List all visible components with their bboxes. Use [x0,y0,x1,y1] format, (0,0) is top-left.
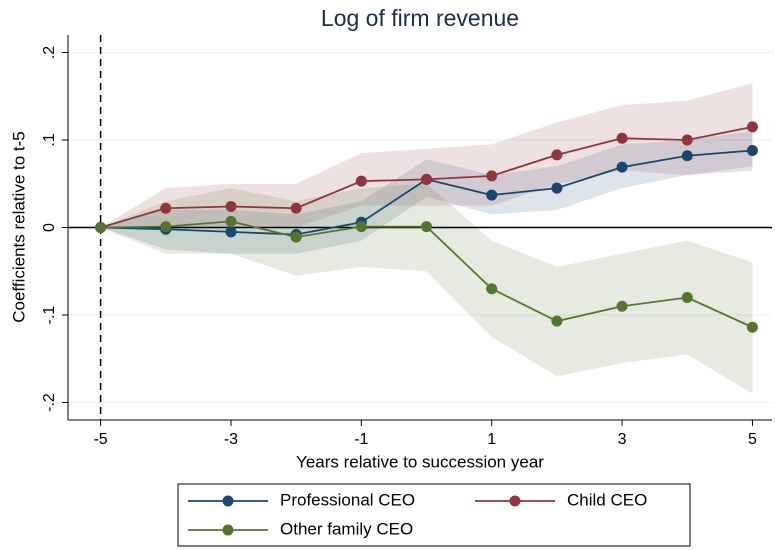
confidence-band [100,131,753,254]
point [421,221,433,233]
point [486,283,498,295]
point [355,221,367,233]
point [486,170,498,182]
x-tick-label: 3 [618,431,627,448]
point [616,300,628,312]
point [681,292,693,303]
x-tick-label: -5 [93,431,107,448]
x-axis-label: Years relative to succession year [296,452,544,471]
y-tick-label: -.2 [41,393,58,412]
point [681,150,693,162]
point [551,149,563,161]
legend-marker [509,495,521,507]
point [225,201,237,212]
x-tick-label: 5 [748,431,757,448]
point [551,315,563,327]
point [160,202,172,214]
point [551,182,563,194]
y-axis-label: Coefficients relative to t-5 [9,131,28,323]
legend-box [177,483,691,547]
point [290,202,302,214]
point [290,231,302,243]
chart-title: Log of firm revenue [321,5,519,31]
legend-marker [222,524,234,536]
legend-label: Professional CEO [280,490,415,509]
x-tick-label: -1 [354,431,368,448]
point [95,222,107,233]
point [616,161,628,173]
point [355,175,367,187]
y-tick-label: .2 [41,46,58,59]
point [225,226,237,238]
point [746,145,758,156]
confidence-band [100,83,753,228]
x-tick-label: -3 [224,431,238,448]
point [746,121,758,133]
point [486,189,498,201]
legend-marker [222,495,234,507]
y-tick-label: 0 [41,223,58,232]
point [681,134,693,146]
legend-label: Other family CEO [280,519,413,538]
legend-label: Child CEO [567,490,647,509]
y-tick-label: .1 [41,133,58,146]
point [746,321,758,333]
point [160,221,172,233]
point [225,215,237,227]
point [616,132,628,144]
y-tick-label: -.1 [41,306,58,325]
x-tick-label: 1 [487,431,496,448]
confidence-band [100,183,753,394]
point [421,173,433,185]
